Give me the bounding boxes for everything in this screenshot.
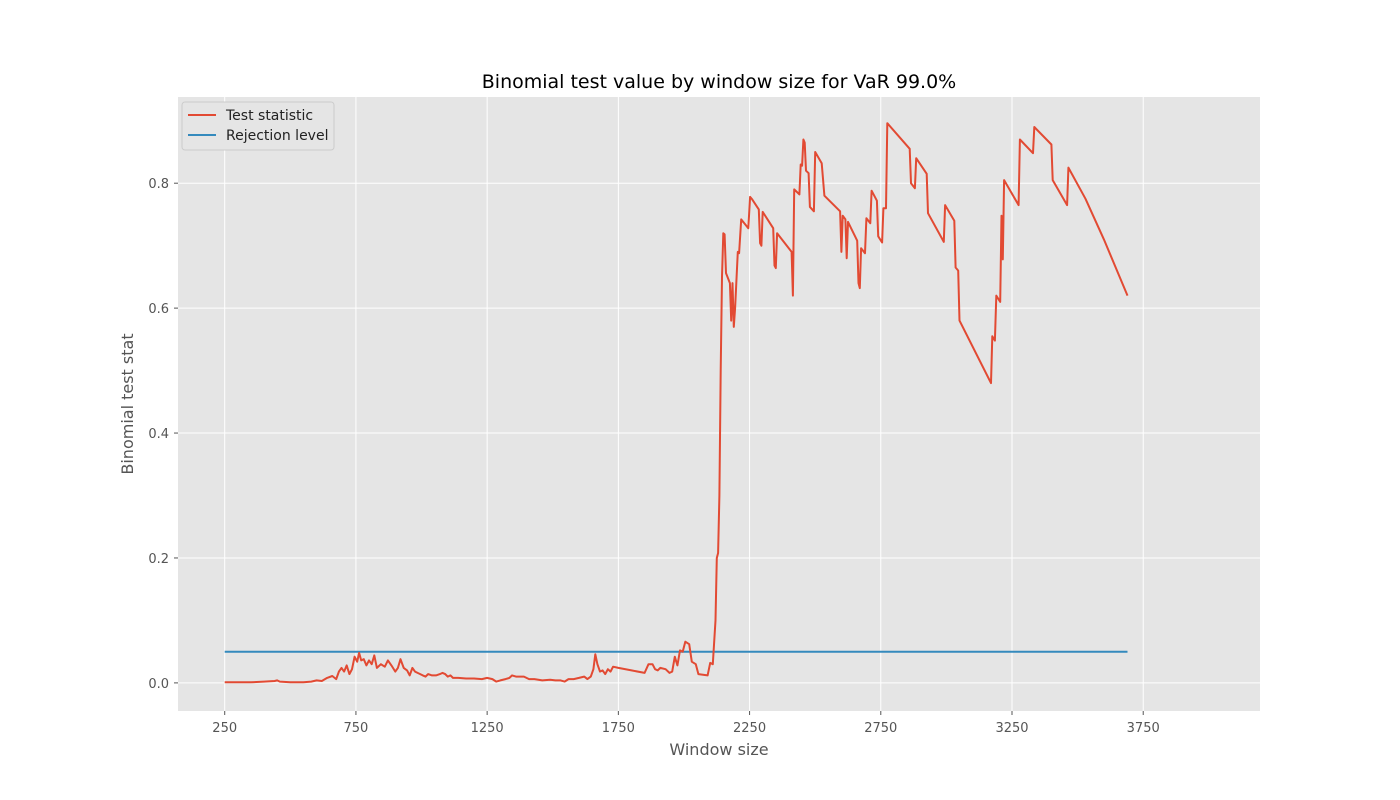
x-tick-label: 2750 [864, 721, 897, 736]
x-tick-label: 1250 [471, 721, 504, 736]
x-tick-label: 250 [212, 721, 237, 736]
series-line-test-statistic [224, 122, 1129, 684]
y-tick-label: 0.2 [148, 552, 169, 567]
legend-label-rejection-level: Rejection level [226, 128, 328, 144]
grid [178, 97, 1260, 711]
plot-area [178, 97, 1260, 711]
y-tick-label: 0.4 [148, 427, 169, 442]
y-tick-label: 0.8 [148, 177, 169, 192]
legend-label-test-statistic: Test statistic [225, 108, 313, 124]
x-tick-label: 750 [344, 721, 369, 736]
x-tick-label: 3250 [995, 721, 1028, 736]
y-axis-ticks: 0.0 0.2 0.4 0.6 0.8 [148, 177, 178, 692]
legend-box [181, 101, 335, 151]
y-axis-title: Binomial test stat [118, 333, 137, 474]
x-axis-title: Window size [669, 740, 768, 759]
y-tick-label: 0.6 [148, 302, 169, 317]
x-tick-label: 3750 [1127, 721, 1160, 736]
x-tick-label: 1750 [602, 721, 635, 736]
y-tick-label: 0.0 [148, 677, 169, 692]
chart-title: Binomial test value by window size for V… [482, 71, 956, 93]
x-tick-label: 2250 [733, 721, 766, 736]
legend: Test statistic Rejection level [181, 101, 335, 151]
series-lines [224, 122, 1129, 684]
x-axis-ticks: 250 750 1250 1750 2250 2750 3250 3750 [212, 711, 1160, 736]
